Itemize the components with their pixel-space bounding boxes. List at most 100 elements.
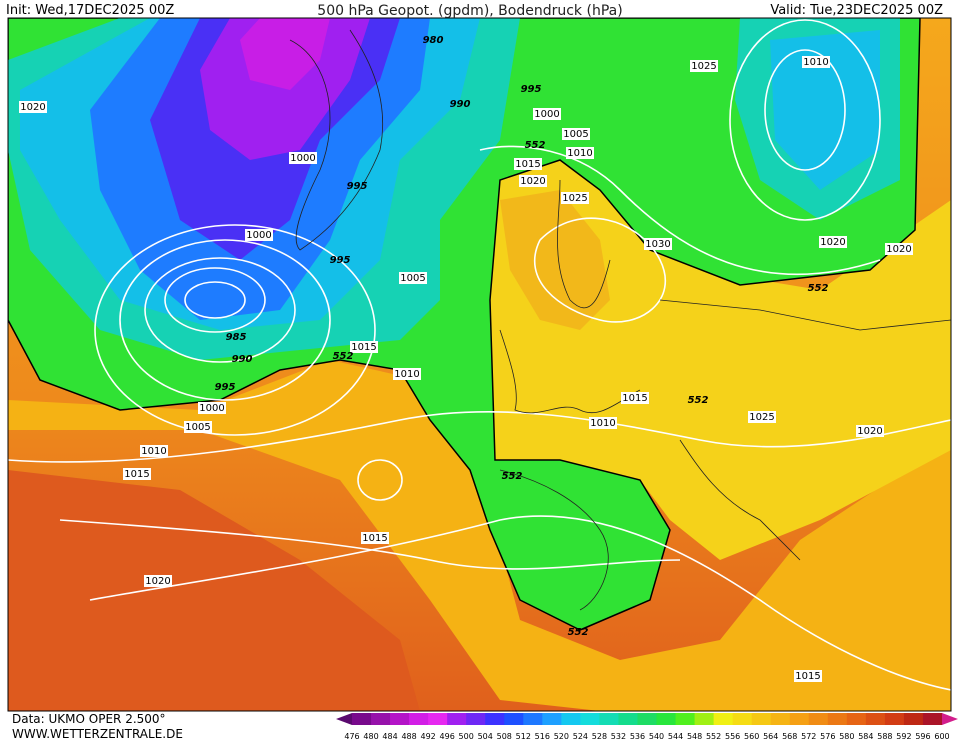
isobar-label-box bbox=[123, 468, 151, 480]
isobar-label: 552 bbox=[808, 283, 829, 294]
isobar-label: 1015 bbox=[622, 393, 647, 404]
colorbar-label: 576 bbox=[820, 732, 835, 741]
isobar-label: 1005 bbox=[185, 422, 210, 433]
isobar-label: 1015 bbox=[351, 342, 376, 353]
color-step bbox=[428, 713, 448, 725]
isobar-label-box bbox=[566, 147, 594, 159]
isobar-label: 1010 bbox=[394, 369, 419, 380]
isobar-label: 1015 bbox=[362, 533, 387, 544]
color-step bbox=[561, 713, 581, 725]
isobar-label: 1015 bbox=[124, 469, 149, 480]
colorbar-label: 564 bbox=[763, 732, 778, 741]
isobar-label: 1025 bbox=[562, 193, 587, 204]
isobar-label: 552 bbox=[568, 627, 589, 638]
color-step bbox=[827, 713, 848, 725]
colorbar-label: 516 bbox=[535, 732, 550, 741]
colorbar-label: 528 bbox=[592, 732, 607, 741]
color-step bbox=[447, 713, 467, 725]
isobar-label-box bbox=[140, 445, 168, 457]
isobar-label-box bbox=[19, 101, 47, 113]
color-step bbox=[884, 713, 905, 725]
color-step bbox=[390, 713, 410, 725]
colorbar-label: 592 bbox=[896, 732, 911, 741]
color-step bbox=[371, 713, 391, 725]
isobar-label-box bbox=[393, 368, 421, 380]
isobar-label: 995 bbox=[330, 255, 351, 266]
colorbar-label: 552 bbox=[706, 732, 721, 741]
isobar-label-box bbox=[561, 192, 589, 204]
yellow-field bbox=[500, 190, 610, 330]
color-step bbox=[732, 713, 753, 725]
isobar-label: 1015 bbox=[795, 671, 820, 682]
isobar-label: 552 bbox=[525, 140, 546, 151]
colorbar-label: 484 bbox=[382, 732, 397, 741]
isobar-label-box bbox=[361, 532, 389, 544]
isobar-label: 995 bbox=[521, 84, 542, 95]
colorbar: 476 480 484 488 492 496 500 504 508 512 516 520 524 5… bbox=[336, 713, 958, 741]
isobar-label: 1020 bbox=[520, 176, 545, 187]
isobar-label-box bbox=[885, 243, 913, 255]
isobar-label-box bbox=[748, 411, 776, 423]
isobar-label: 1010 bbox=[567, 148, 592, 159]
color-step bbox=[352, 713, 372, 725]
colorbar-label: 600 bbox=[934, 732, 949, 741]
isobar-label: 552 bbox=[502, 471, 523, 482]
isobar-label: 1000 bbox=[199, 403, 224, 414]
color-step bbox=[846, 713, 867, 725]
colorbar-label: 572 bbox=[801, 732, 816, 741]
isobar-label: 990 bbox=[450, 99, 471, 110]
colorbar-label: 480 bbox=[363, 732, 378, 741]
isobar-label-box bbox=[289, 152, 317, 164]
color-step bbox=[637, 713, 658, 725]
colorbar-label: 492 bbox=[420, 732, 435, 741]
colorbar-label: 520 bbox=[554, 732, 569, 741]
color-step bbox=[713, 713, 734, 725]
color-step bbox=[504, 713, 524, 725]
isobar-label-box bbox=[514, 158, 542, 170]
map: 980 1020 990 995 1000 1025 1010 1005 552 1010 1000… bbox=[8, 18, 951, 711]
color-step bbox=[485, 713, 505, 725]
isobar-label: 1000 bbox=[290, 153, 315, 164]
isobar-label: 1010 bbox=[803, 57, 828, 68]
colorbar-label: 532 bbox=[611, 732, 626, 741]
isobar-label-box bbox=[144, 575, 172, 587]
color-step bbox=[580, 713, 600, 725]
isobar-label-box bbox=[519, 175, 547, 187]
colorbar-label: 548 bbox=[687, 732, 702, 741]
color-step bbox=[865, 713, 886, 725]
color-step bbox=[409, 713, 429, 725]
isobar-label-box bbox=[802, 56, 830, 68]
colorbar-arrow bbox=[942, 713, 958, 725]
map-title: 500 hPa Geopot. (gpdm), Bodendruck (hPa) bbox=[317, 3, 622, 19]
isobar-label: 985 bbox=[226, 332, 247, 343]
isobar-label: 1000 bbox=[246, 230, 271, 241]
purple-field bbox=[240, 18, 330, 90]
isobar-label-box bbox=[533, 108, 561, 120]
isobar-label: 1025 bbox=[749, 412, 774, 423]
data-source: Data: UKMO OPER 2.500° bbox=[12, 712, 166, 726]
colorbar-label: 536 bbox=[630, 732, 645, 741]
colorbar-arrow bbox=[336, 713, 352, 725]
isobar-label-box bbox=[184, 421, 212, 433]
colorbar-label: 476 bbox=[344, 732, 359, 741]
isobar-label: 552 bbox=[688, 395, 709, 406]
color-step bbox=[542, 713, 562, 725]
color-step bbox=[523, 713, 543, 725]
init-time: Init: Wed,17DEC2025 00Z bbox=[6, 3, 174, 18]
colorbar-label: 588 bbox=[877, 732, 892, 741]
isobar-label: 1005 bbox=[400, 273, 425, 284]
orange-field bbox=[8, 360, 951, 711]
isobar-label-box bbox=[644, 238, 672, 250]
isobar-label-box bbox=[399, 272, 427, 284]
isobar-label: 552 bbox=[333, 351, 354, 362]
colorbar-label: 504 bbox=[478, 732, 493, 741]
isobar-label-box bbox=[621, 392, 649, 404]
isobar-label: 995 bbox=[215, 382, 236, 393]
colorbar-label: 568 bbox=[782, 732, 797, 741]
colorbar-label: 540 bbox=[649, 732, 664, 741]
color-step bbox=[808, 713, 829, 725]
website: WWW.WETTERZENTRALE.DE bbox=[12, 727, 183, 741]
isobar-label-box bbox=[856, 425, 884, 437]
warm-field bbox=[8, 470, 420, 711]
isobar-label-box bbox=[198, 402, 226, 414]
